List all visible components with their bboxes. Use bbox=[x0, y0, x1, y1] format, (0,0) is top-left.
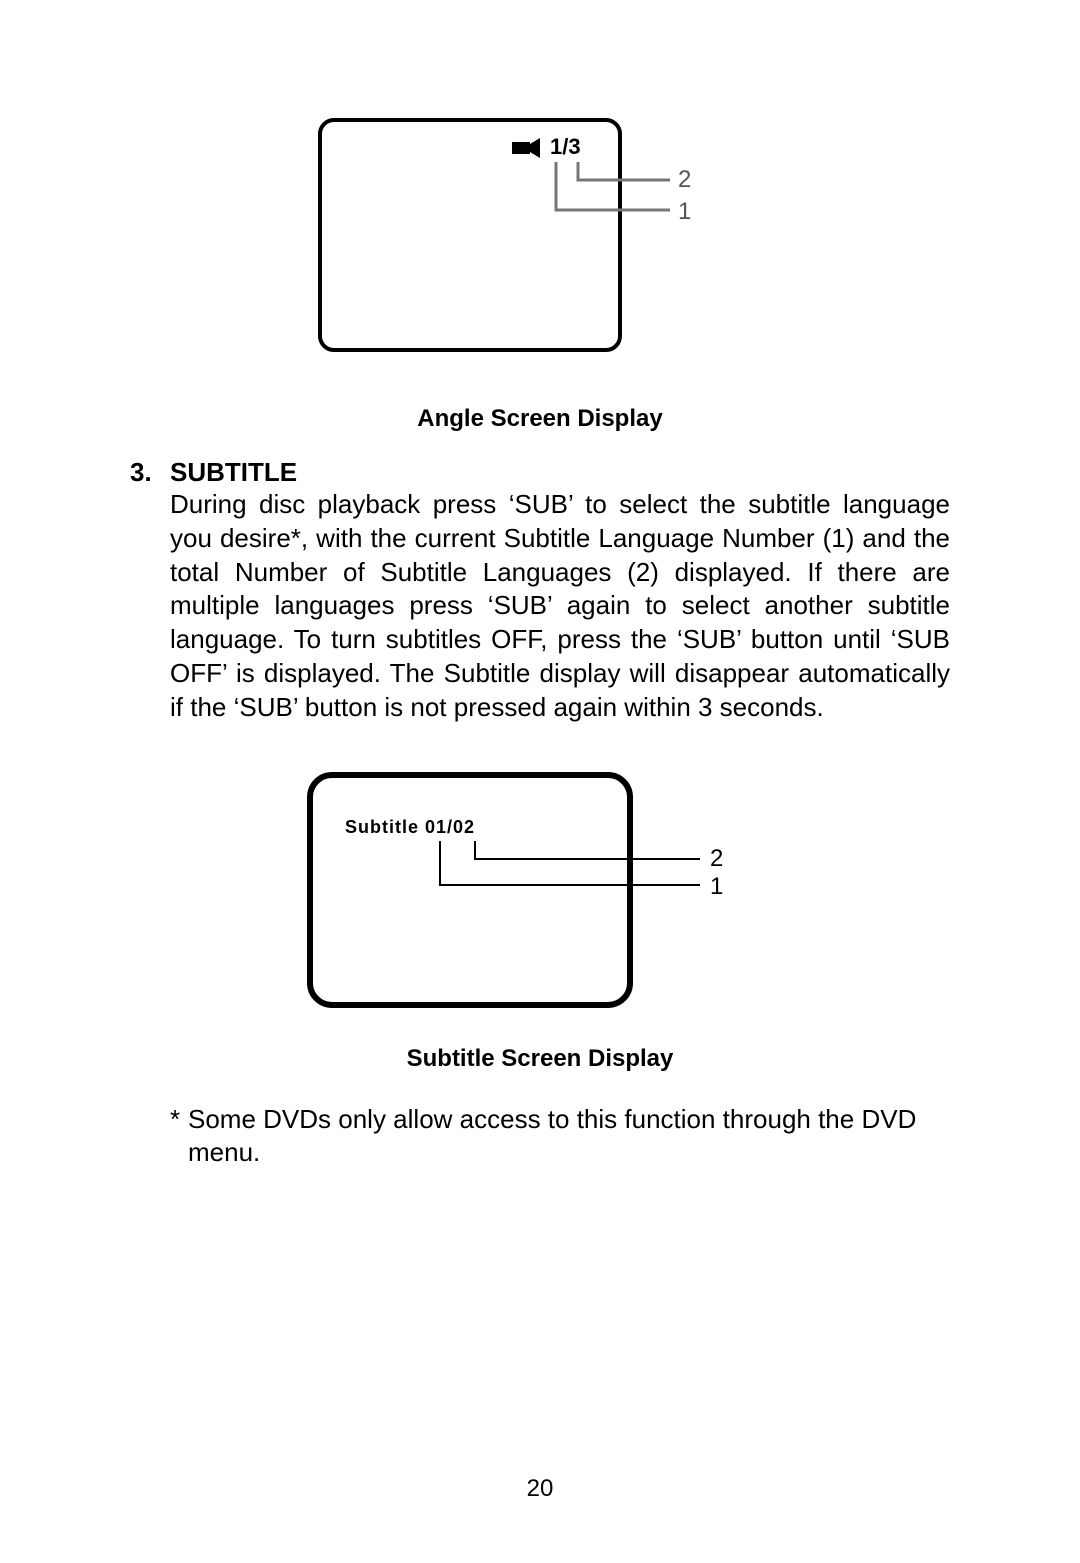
page-number: 20 bbox=[0, 1475, 1080, 1503]
angle-figure-svg: 1/3 bbox=[310, 110, 770, 370]
section-subtitle: 3. SUBTITLE During disc playback press ‘… bbox=[130, 457, 950, 725]
angle-caption: Angle Screen Display bbox=[100, 405, 980, 433]
footnote-block: * Some DVDs only allow access to this fu… bbox=[130, 1103, 950, 1171]
angle-figure: 1/3 2 1 bbox=[310, 110, 770, 370]
subtitle-callout-1: 1 bbox=[710, 873, 723, 901]
footnote-marker: * bbox=[170, 1103, 188, 1171]
angle-callout-1: 1 bbox=[678, 198, 691, 226]
section-body: During disc playback press ‘SUB’ to sele… bbox=[170, 488, 950, 725]
footnote-text: Some DVDs only allow access to this func… bbox=[188, 1103, 950, 1171]
angle-callout-2: 2 bbox=[678, 166, 691, 194]
page: 1/3 2 1 Angle Screen Display 3. SUBTITLE… bbox=[0, 0, 1080, 1563]
section-title: SUBTITLE bbox=[170, 457, 297, 488]
subtitle-caption: Subtitle Screen Display bbox=[100, 1045, 980, 1073]
section-header-row: 3. SUBTITLE bbox=[130, 457, 950, 488]
angle-osd-text: 1/3 bbox=[550, 134, 581, 159]
subtitle-callout-2: 2 bbox=[710, 845, 723, 873]
section-number: 3. bbox=[130, 457, 170, 488]
footnote: * Some DVDs only allow access to this fu… bbox=[170, 1103, 950, 1171]
subtitle-osd-text: Subtitle 01/02 bbox=[345, 817, 475, 837]
subtitle-figure: Subtitle 01/02 2 1 bbox=[290, 765, 790, 1025]
